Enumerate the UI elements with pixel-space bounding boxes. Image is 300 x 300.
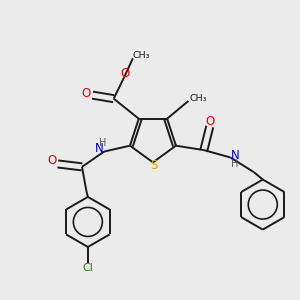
Text: CH₃: CH₃ xyxy=(190,94,207,103)
Text: CH₃: CH₃ xyxy=(133,52,150,61)
Text: H: H xyxy=(99,138,106,148)
Text: O: O xyxy=(47,154,57,167)
Text: Cl: Cl xyxy=(82,263,93,274)
Text: O: O xyxy=(81,87,91,100)
Text: H: H xyxy=(231,159,238,169)
Text: S: S xyxy=(150,159,157,172)
Text: O: O xyxy=(206,115,215,128)
Text: N: N xyxy=(94,142,103,155)
Text: N: N xyxy=(231,149,240,163)
Text: O: O xyxy=(120,68,129,80)
